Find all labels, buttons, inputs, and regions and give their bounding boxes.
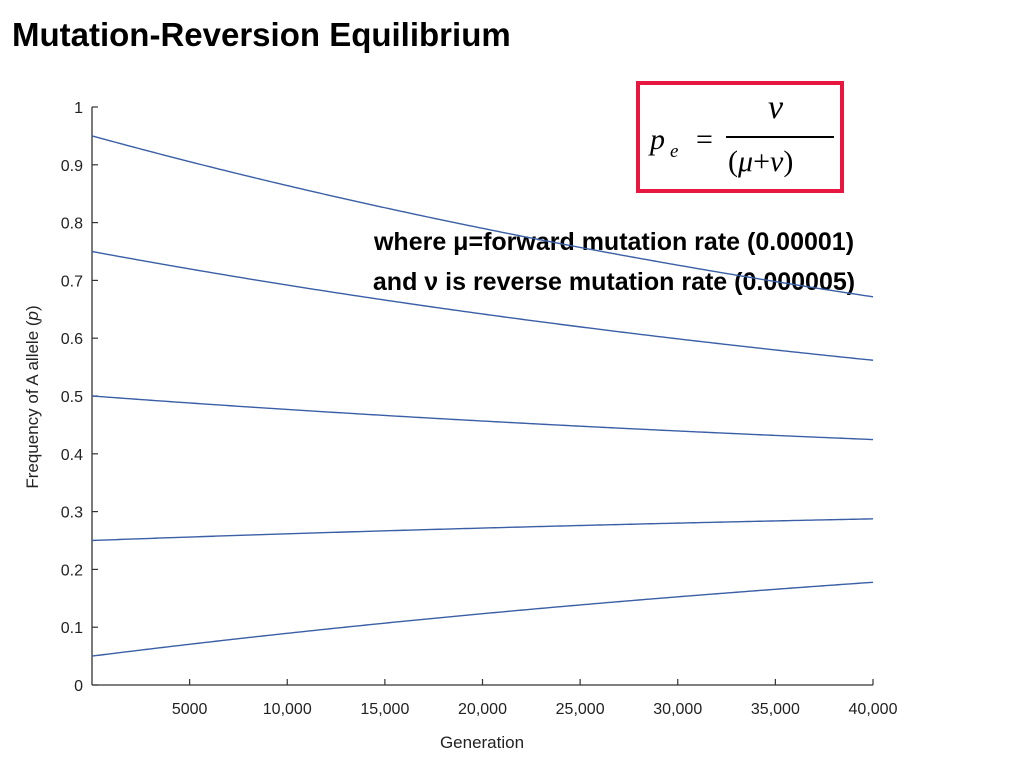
formula-subscript: e (670, 141, 679, 162)
x-axis-title: Generation (440, 733, 524, 752)
formula-nu: ν (769, 145, 784, 178)
series-line (91, 581, 874, 657)
y-tick-label: 0.2 (61, 562, 83, 579)
rate-note-line-1: where μ=forward mutation rate (0.00001) (373, 228, 855, 256)
formula-equals: = (696, 123, 713, 156)
x-tick-label: 30,000 (653, 701, 702, 718)
chart-series (91, 135, 874, 657)
y-tick-label: 0.1 (61, 620, 83, 637)
x-tick-label: 5000 (172, 701, 208, 718)
formula-denominator: (μ+ν) (728, 145, 793, 179)
y-tick-label: 0.3 (61, 505, 83, 522)
x-tick-label: 15,000 (360, 701, 409, 718)
formula-close-paren: ) (783, 145, 794, 178)
y-tick-label: 1 (74, 100, 83, 117)
series-line (91, 135, 874, 298)
formula-numerator: ν (768, 89, 784, 126)
equilibrium-formula: p e = ν (μ+ν) (640, 85, 840, 189)
y-tick-label: 0.9 (61, 158, 83, 175)
slide-title: Mutation-Reversion Equilibrium (12, 16, 511, 53)
y-tick-label: 0.6 (61, 331, 83, 348)
formula-fraction-bar (726, 136, 834, 138)
series-line (91, 518, 874, 542)
y-axis-title: Frequency of A allele (p) (23, 305, 42, 488)
y-axis-title-text: Frequency of A allele ( (23, 320, 42, 489)
x-tick-label: 40,000 (849, 701, 898, 718)
formula-box: p e = ν (μ+ν) (636, 81, 844, 193)
y-axis-title-var: p (23, 311, 42, 321)
formula-p: p (650, 123, 665, 156)
y-tick-label: 0.7 (61, 273, 83, 290)
x-tick-label: 10,000 (263, 701, 312, 718)
formula-plus: + (753, 145, 770, 178)
series-line (91, 250, 874, 361)
y-tick-label: 0.5 (61, 389, 83, 406)
formula-open-paren: ( (728, 145, 738, 178)
x-tick-label: 25,000 (556, 701, 605, 718)
y-tick-label: 0.4 (61, 447, 83, 464)
y-tick-label: 0.8 (61, 216, 83, 233)
y-tick-label: 0 (74, 678, 83, 695)
series-line (91, 395, 874, 441)
formula-mu: μ (738, 145, 754, 178)
x-tick-label: 20,000 (458, 701, 507, 718)
y-axis-title-close: ) (23, 305, 42, 311)
x-tick-label: 35,000 (751, 701, 800, 718)
chart-axes: 0 0.1 0.2 0.3 0.4 0.5 0.6 0.7 0.8 0.9 1 5000 10,000 1… (61, 100, 898, 718)
